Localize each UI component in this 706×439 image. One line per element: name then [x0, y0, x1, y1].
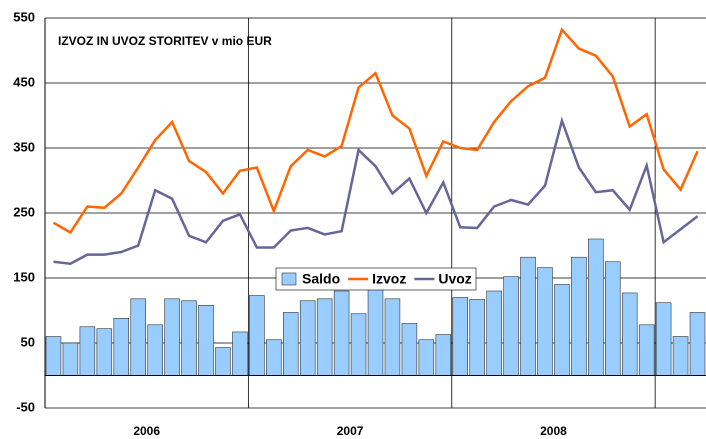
- bar: [571, 256, 587, 376]
- y-tick-label: 250: [13, 204, 35, 219]
- bar: [299, 300, 316, 376]
- bar: [45, 336, 62, 376]
- legend-label: Uvoz: [438, 271, 471, 287]
- bar: [469, 299, 485, 376]
- bar: [181, 300, 197, 376]
- legend-swatch: [281, 272, 297, 286]
- bar: [266, 339, 282, 376]
- bar: [215, 347, 231, 376]
- line: [53, 116, 699, 265]
- bar: [350, 313, 367, 376]
- bar: [249, 295, 265, 376]
- bar: [503, 276, 519, 376]
- plot: [44, 17, 706, 409]
- bar: [147, 324, 163, 376]
- legend-label: Saldo: [302, 271, 340, 287]
- bar: [198, 304, 214, 376]
- y-tick-label: 450: [13, 74, 35, 89]
- bar: [486, 290, 502, 376]
- bar: [130, 298, 146, 376]
- bar: [435, 334, 452, 376]
- bar: [672, 336, 689, 376]
- y-tick-label: 50: [21, 334, 35, 349]
- bar: [79, 326, 96, 376]
- bar: [367, 282, 384, 376]
- x-group-label: 2007: [337, 424, 364, 438]
- bar: [554, 284, 570, 376]
- bar: [588, 238, 604, 376]
- bar: [282, 312, 299, 376]
- bar: [333, 290, 350, 376]
- x-group-label: 2006: [133, 424, 160, 438]
- legend-label: Izvoz: [372, 271, 406, 287]
- bar: [655, 302, 672, 376]
- bar: [384, 298, 401, 376]
- bar: [537, 267, 553, 376]
- bar: [96, 328, 113, 376]
- y-tick-label: -50: [16, 399, 35, 414]
- legend: Saldo Izvoz Uvoz: [275, 267, 477, 291]
- chart-title: IZVOZ IN UVOZ STORITEV v mio EUR: [58, 34, 272, 48]
- bar: [62, 342, 79, 376]
- bar: [113, 317, 130, 376]
- y-tick-label: 550: [13, 9, 35, 24]
- bar: [689, 312, 706, 376]
- bar: [316, 298, 333, 376]
- bar: [401, 323, 418, 376]
- y-tick-label: 350: [13, 139, 35, 154]
- bar: [621, 292, 638, 376]
- bar: [232, 331, 248, 376]
- x-group-label: 2008: [540, 424, 567, 438]
- bar: [605, 261, 621, 376]
- bar: [638, 324, 655, 376]
- bar: [164, 298, 180, 376]
- line: [52, 27, 699, 235]
- legend-box: [275, 267, 477, 291]
- bar: [418, 339, 435, 376]
- bar: [520, 256, 536, 376]
- bar: [452, 297, 469, 376]
- y-tick-label: 150: [13, 269, 35, 284]
